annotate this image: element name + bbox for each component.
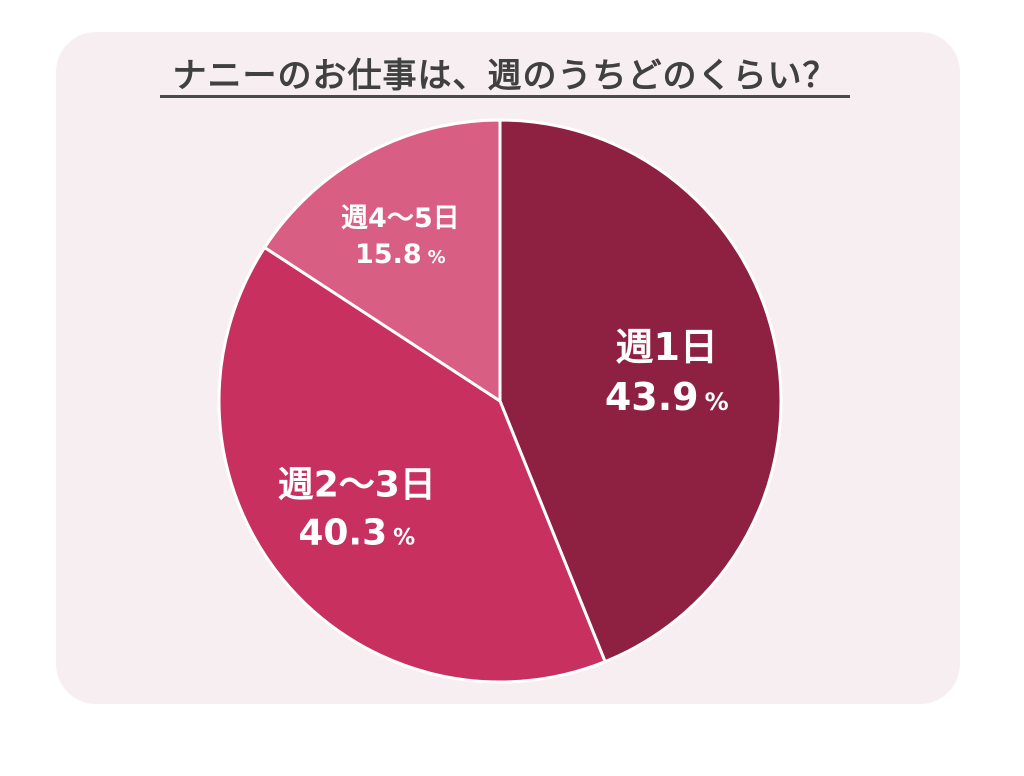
pie-slices: [217, 118, 783, 684]
slice-value-1: 43.9%: [605, 375, 729, 419]
pie-labels: 週1日 43.9 % 週2～3日 40.3 % 週4～5日 15.8%: [278, 203, 729, 554]
slice-label-2: 週2～3日: [278, 465, 436, 506]
chart-title: ナニーのお仕事は、週のうちどのくらい？: [172, 56, 838, 96]
pie-slice-2: [217, 245, 607, 684]
slice-value-2: 40.3%: [298, 513, 415, 554]
pie-slice-3: [263, 118, 502, 403]
pie-slice-1: [498, 118, 783, 664]
slice-value-3: 15.8%: [355, 239, 446, 270]
title-underline: [160, 95, 850, 98]
slice-label-3: 週4～5日: [341, 203, 460, 234]
slice-label-1: 週1日: [615, 325, 717, 369]
